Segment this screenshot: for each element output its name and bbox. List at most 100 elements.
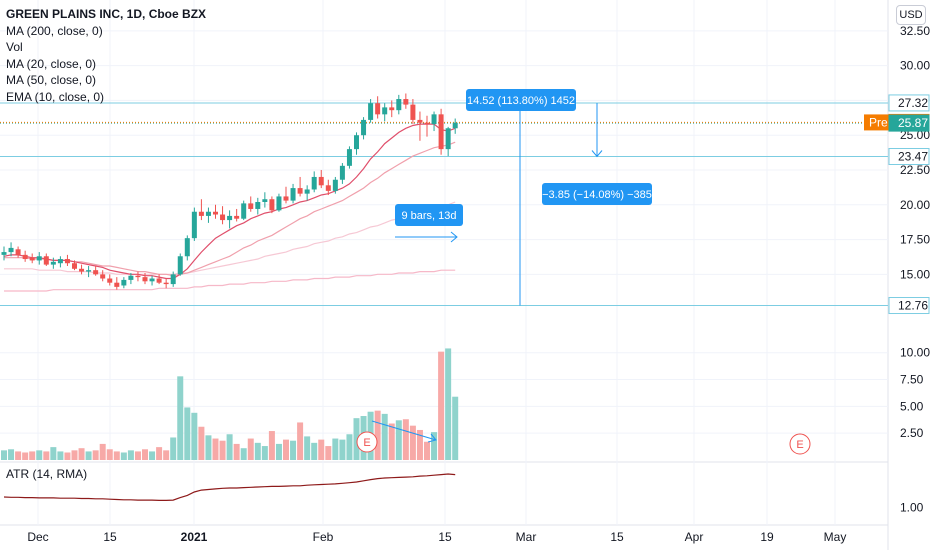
legend-ma200[interactable]: MA (200, close, 0) (6, 23, 103, 38)
price-tag-label: 27.32 (898, 96, 928, 110)
candle-body (276, 196, 282, 211)
x-tick-label: 15 (103, 530, 117, 544)
volume-bar (339, 439, 346, 460)
volume-bar (92, 450, 99, 460)
candle-body (368, 103, 374, 120)
candle-body (149, 278, 155, 282)
volume-bar (71, 450, 78, 460)
candle-body (297, 188, 303, 194)
volume-bar (452, 396, 459, 460)
ema10-line (3, 123, 456, 280)
candle-body (170, 274, 176, 285)
volume-bar (50, 447, 57, 460)
price-tag-label: 12.76 (898, 299, 928, 313)
candle-body (36, 256, 42, 261)
candle-body (43, 256, 49, 265)
candle-body (163, 282, 169, 285)
candle-body (177, 256, 183, 275)
ma20-line (4, 141, 456, 277)
volume-bar (325, 446, 332, 460)
volume-bar (64, 452, 71, 460)
atr-tick-label: 1.00 (900, 501, 924, 515)
earnings-marker-label: E (363, 437, 370, 449)
candle-body (346, 149, 352, 166)
candle-body (417, 119, 423, 123)
volume-bar (134, 451, 141, 460)
bars-range-label: 9 bars, 13d (401, 210, 456, 222)
volume-bar (113, 451, 120, 460)
volume-bar (85, 451, 92, 460)
measure-down-label: −3.85 (−14.08%) −385 (542, 189, 652, 201)
volume-bar (431, 432, 438, 460)
candle-body (290, 188, 296, 201)
bars-range-box (395, 204, 463, 226)
vol-tick-label: 7.50 (900, 373, 924, 387)
volume-bar (29, 451, 36, 460)
candle-body (50, 261, 56, 265)
volume-bar (438, 351, 445, 460)
volume-bar (99, 443, 106, 460)
candle-body (318, 176, 324, 186)
volume-bar (191, 412, 198, 460)
volume-bar (353, 418, 360, 460)
candle-body (114, 282, 120, 287)
legend-vol[interactable]: Vol (6, 40, 23, 54)
volume-bar (205, 435, 212, 460)
volume-bar (8, 449, 15, 460)
x-tick-label: Dec (27, 530, 48, 544)
bars-range-arrow (450, 231, 458, 243)
volume-bar (275, 443, 282, 460)
volume-bar (395, 420, 402, 460)
candle-body (234, 215, 240, 219)
candle-body (227, 215, 233, 221)
volume-bar (318, 439, 325, 460)
candle-body (389, 107, 395, 111)
candle-body (262, 199, 268, 202)
earnings-marker (356, 431, 378, 453)
candle-body (431, 114, 437, 125)
volume-bar (283, 439, 289, 460)
x-tick-label: Feb (313, 530, 334, 544)
currency-button[interactable]: USD (896, 5, 926, 25)
volume-bar (1, 450, 7, 460)
candle-body (269, 199, 275, 211)
vol-tick-label: 10.00 (900, 346, 930, 360)
candle-body (22, 254, 28, 260)
volume-bar (163, 450, 170, 460)
y-tick-label: 17.50 (900, 233, 930, 247)
volume-bar (346, 434, 353, 460)
y-tick-label: 25.00 (900, 128, 930, 142)
price-tag-label: 23.47 (898, 150, 928, 164)
legend-ma50[interactable]: MA (50, close, 0) (6, 73, 97, 87)
volume-bar (43, 451, 50, 460)
volume-bars (1, 348, 459, 460)
candle-body (403, 99, 409, 105)
volume-bar (402, 419, 409, 460)
moving-averages (3, 123, 456, 292)
candle-body (283, 196, 289, 201)
volume-bar (311, 442, 318, 460)
candle-body (332, 179, 338, 191)
candle-body (445, 128, 451, 150)
legend-ma20[interactable]: MA (20, close, 0) (6, 56, 97, 71)
legend-ema10[interactable]: EMA (10, close, 0) (6, 89, 105, 104)
candle-body (121, 279, 127, 286)
candle-body (354, 135, 359, 150)
legend-atr[interactable]: ATR (14, RMA) (6, 467, 88, 481)
earnings-marker (789, 433, 811, 455)
candle-body (156, 278, 162, 283)
volume-bar (184, 407, 191, 460)
candle-body (396, 99, 402, 111)
symbol-title[interactable]: GREEN PLAINS INC, 1D, Cboe BZX (6, 7, 207, 21)
candle-body (213, 211, 218, 215)
candle-body (191, 211, 197, 239)
candle-body (241, 203, 247, 219)
measure-down-box (542, 183, 652, 205)
x-tick-label: May (824, 530, 847, 544)
x-tick-label: 19 (760, 530, 774, 544)
volume-bar (142, 449, 148, 460)
x-tick-label: Mar (516, 530, 537, 544)
y-tick-label: 15.00 (900, 267, 930, 281)
